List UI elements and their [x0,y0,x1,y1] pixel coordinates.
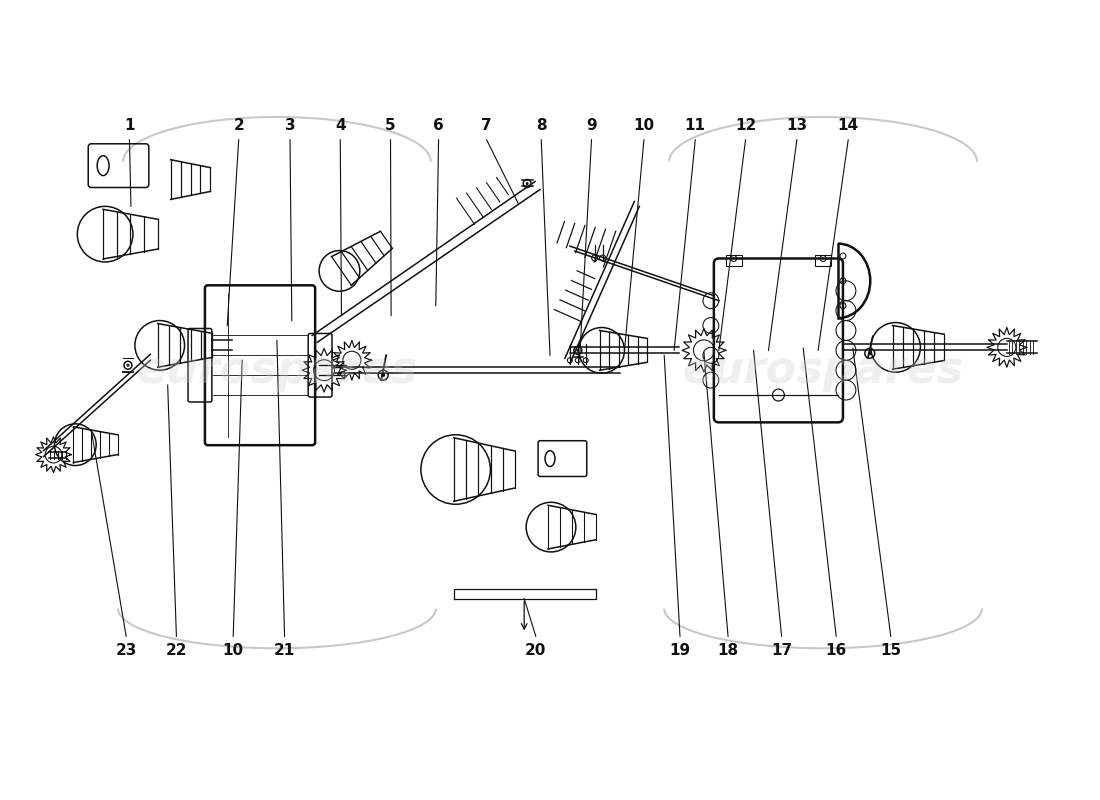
Text: 18: 18 [717,642,738,658]
Text: 5: 5 [385,118,396,134]
Text: 3: 3 [285,118,295,134]
Circle shape [126,364,130,366]
Text: 1: 1 [124,118,134,134]
Circle shape [378,370,388,380]
Circle shape [382,373,385,377]
Circle shape [568,358,572,362]
Text: 19: 19 [670,642,691,658]
Text: 12: 12 [735,118,756,134]
Circle shape [600,255,606,261]
Text: 10: 10 [634,118,654,134]
Text: 15: 15 [880,642,901,658]
Text: 21: 21 [274,642,295,658]
Text: 14: 14 [838,118,859,134]
Text: 22: 22 [166,642,187,658]
Text: 11: 11 [685,118,706,134]
Circle shape [575,358,581,362]
Text: 9: 9 [586,118,597,134]
Circle shape [583,358,588,362]
Circle shape [576,349,580,352]
Text: 8: 8 [536,118,547,134]
Text: 10: 10 [222,642,244,658]
Circle shape [868,351,871,355]
Text: 2: 2 [233,118,244,134]
Circle shape [865,348,874,358]
Text: 7: 7 [482,118,492,134]
Circle shape [592,255,597,261]
Circle shape [574,346,582,354]
Bar [815,254,830,266]
Text: 13: 13 [786,118,807,134]
Text: 6: 6 [433,118,444,134]
Text: eurospares: eurospares [682,349,964,392]
Text: 17: 17 [771,642,792,658]
Text: 23: 23 [116,642,136,658]
Circle shape [526,182,529,185]
Bar [726,254,741,266]
Text: eurospares: eurospares [136,349,418,392]
Text: 20: 20 [525,642,547,658]
Circle shape [524,179,531,187]
Circle shape [124,362,132,370]
Text: 4: 4 [336,118,345,134]
Text: 16: 16 [826,642,847,658]
